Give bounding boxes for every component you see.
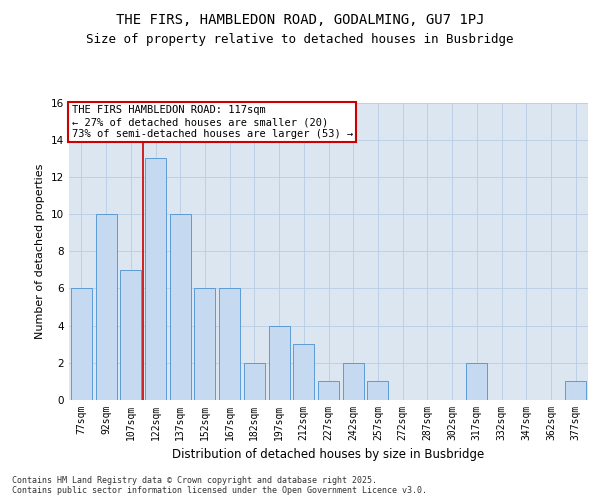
Bar: [71, 288, 92, 400]
Text: Contains HM Land Registry data © Crown copyright and database right 2025.
Contai: Contains HM Land Registry data © Crown c…: [12, 476, 427, 495]
Bar: [565, 382, 586, 400]
X-axis label: Distribution of detached houses by size in Busbridge: Distribution of detached houses by size …: [172, 448, 485, 462]
Bar: [466, 363, 487, 400]
Bar: [170, 214, 191, 400]
Bar: [244, 363, 265, 400]
Bar: [269, 326, 290, 400]
Text: THE FIRS HAMBLEDON ROAD: 117sqm
← 27% of detached houses are smaller (20)
73% of: THE FIRS HAMBLEDON ROAD: 117sqm ← 27% of…: [71, 106, 353, 138]
Y-axis label: Number of detached properties: Number of detached properties: [35, 164, 46, 339]
Bar: [120, 270, 141, 400]
Bar: [367, 382, 388, 400]
Text: Size of property relative to detached houses in Busbridge: Size of property relative to detached ho…: [86, 32, 514, 46]
Bar: [194, 288, 215, 400]
Bar: [95, 214, 116, 400]
Bar: [318, 382, 339, 400]
Bar: [219, 288, 240, 400]
Bar: [293, 344, 314, 400]
Text: THE FIRS, HAMBLEDON ROAD, GODALMING, GU7 1PJ: THE FIRS, HAMBLEDON ROAD, GODALMING, GU7…: [116, 12, 484, 26]
Bar: [343, 363, 364, 400]
Bar: [145, 158, 166, 400]
